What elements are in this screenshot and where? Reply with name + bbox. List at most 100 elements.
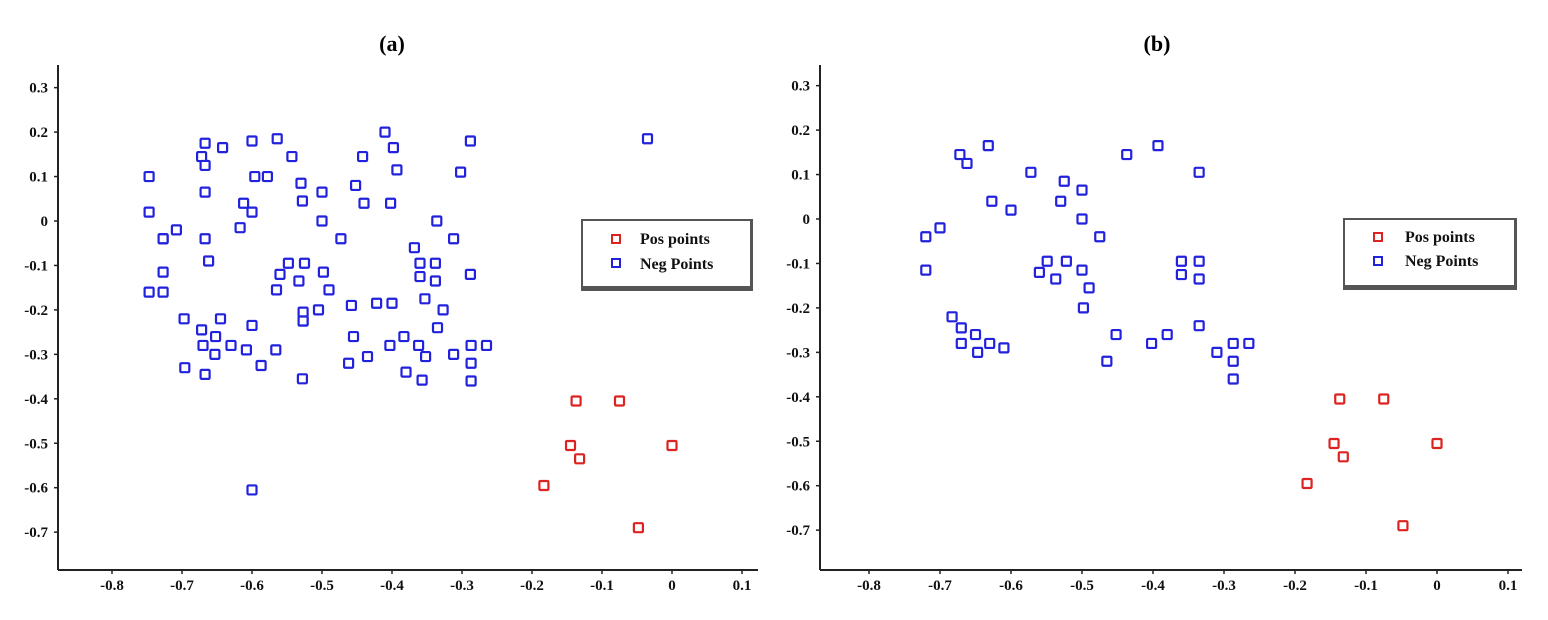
- neg-point: [408, 242, 420, 254]
- neg-point: [297, 315, 309, 327]
- neg-point: [1025, 166, 1037, 178]
- neg-point: [199, 186, 211, 198]
- neg-point: [246, 135, 258, 147]
- neg-point: [238, 197, 250, 209]
- neg-point: [246, 319, 258, 332]
- y-tick-label: -0.7: [24, 525, 48, 541]
- y-tick-label: 0.1: [29, 170, 48, 186]
- y-tick-label: -0.1: [786, 256, 810, 272]
- neg-point: [1083, 282, 1095, 294]
- neg-point: [178, 313, 190, 325]
- neg-point: [1175, 255, 1188, 267]
- legend-pos-label: Pos points: [1405, 229, 1475, 246]
- neg-point: [170, 224, 182, 236]
- panel-b-legend: Pos points Neg Points: [1343, 218, 1517, 290]
- neg-point: [998, 342, 1010, 354]
- neg-point: [255, 359, 267, 372]
- pos-point: [1328, 437, 1340, 450]
- neg-point: [295, 177, 307, 189]
- neg-point: [1077, 302, 1090, 314]
- neg-point: [464, 135, 476, 147]
- y-tick-label: 0.2: [791, 123, 810, 139]
- neg-point: [1005, 204, 1017, 216]
- neg-point: [199, 368, 211, 380]
- neg-point: [234, 222, 246, 234]
- x-tick-label: 0.1: [1499, 578, 1518, 594]
- panel-a-legend: Pos points Neg Points: [581, 219, 753, 291]
- neg-point: [197, 339, 209, 352]
- x-tick-label: -0.6: [999, 578, 1023, 594]
- neg-point: [225, 339, 237, 352]
- neg-point: [961, 157, 973, 170]
- neg-point: [431, 322, 444, 334]
- neg-point: [464, 268, 476, 280]
- neg-point: [465, 339, 477, 352]
- neg-point: [199, 233, 211, 245]
- neg-point: [249, 170, 261, 183]
- x-tick-label: -0.8: [857, 578, 881, 594]
- neg-point: [199, 137, 211, 149]
- neg-point: [1060, 255, 1072, 267]
- x-tick-label: 0: [668, 578, 676, 594]
- neg-point: [954, 148, 966, 161]
- y-tick-label: -0.5: [786, 434, 810, 450]
- neg-point: [343, 357, 355, 369]
- neg-point: [347, 330, 360, 343]
- pos-point: [570, 395, 582, 407]
- x-tick-label: -0.4: [380, 578, 404, 594]
- y-tick-label: 0.2: [29, 125, 48, 141]
- pos-point: [1337, 451, 1349, 463]
- neg-point: [350, 179, 362, 192]
- neg-point: [298, 257, 311, 269]
- neg-point: [240, 344, 252, 356]
- legend-neg-label: Neg Points: [640, 256, 713, 273]
- neg-point: [143, 170, 155, 183]
- x-tick-label: -0.5: [310, 578, 334, 594]
- pos-point: [564, 439, 577, 452]
- pos-point: [1431, 437, 1443, 450]
- y-tick-label: -0.3: [24, 347, 48, 363]
- neg-point: [1110, 328, 1122, 341]
- pos-point: [1334, 393, 1346, 405]
- legend-neg-marker: [1373, 256, 1383, 266]
- neg-point: [217, 142, 229, 154]
- neg-point: [143, 206, 155, 218]
- pos-point: [666, 439, 678, 452]
- neg-point: [946, 311, 958, 323]
- y-tick-label: -0.2: [786, 301, 810, 317]
- neg-point: [270, 284, 283, 296]
- neg-point: [358, 197, 370, 209]
- pos-point: [538, 479, 550, 492]
- neg-point: [261, 170, 273, 183]
- neg-point: [296, 373, 308, 385]
- neg-point: [282, 257, 294, 269]
- x-tick-label: -0.3: [450, 578, 474, 594]
- panel-a-title: (a): [379, 31, 405, 56]
- y-tick-label: 0.3: [29, 81, 48, 97]
- neg-point: [1175, 268, 1188, 281]
- neg-point: [271, 133, 283, 145]
- neg-point: [398, 330, 410, 343]
- neg-point: [210, 330, 222, 343]
- neg-point: [335, 233, 347, 245]
- neg-point: [385, 197, 397, 209]
- neg-point: [1121, 148, 1133, 161]
- neg-point: [955, 322, 967, 334]
- neg-point: [199, 159, 211, 172]
- neg-point: [414, 257, 426, 269]
- neg-point: [316, 186, 328, 198]
- neg-point: [1058, 175, 1070, 187]
- y-tick-label: -0.3: [786, 345, 810, 361]
- neg-point: [1227, 373, 1239, 385]
- neg-point: [1227, 337, 1239, 350]
- neg-point: [413, 339, 425, 352]
- x-tick-label: -0.8: [100, 578, 124, 594]
- neg-point: [641, 133, 654, 145]
- neg-point: [357, 150, 369, 163]
- legend-pos-marker: [611, 234, 621, 244]
- neg-point: [982, 140, 994, 152]
- pos-point: [573, 453, 586, 465]
- neg-point: [246, 206, 258, 218]
- neg-point: [480, 339, 493, 352]
- neg-point: [1094, 231, 1106, 243]
